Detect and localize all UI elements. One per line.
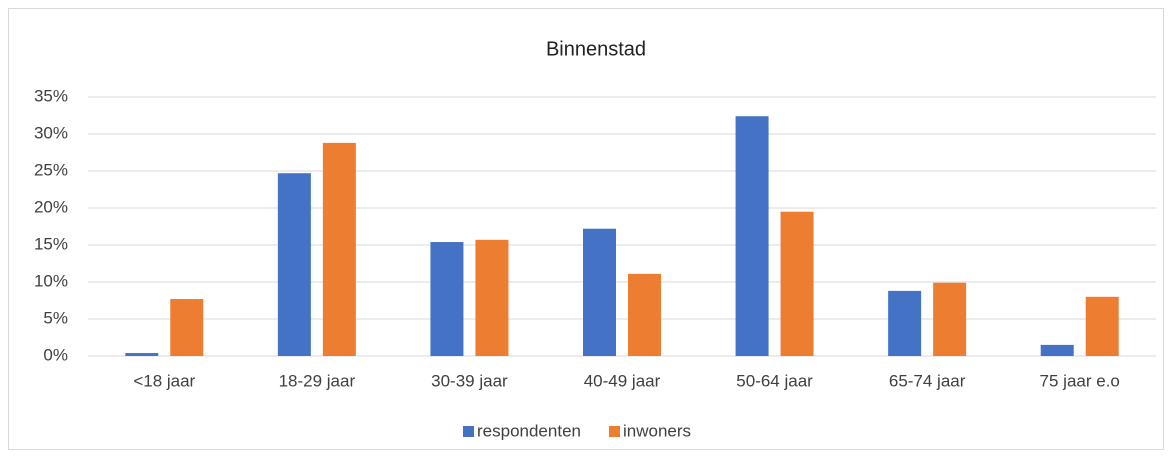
bar (170, 299, 204, 356)
bar (888, 290, 922, 356)
bar (1040, 344, 1074, 356)
x-tick-label: <18 jaar (133, 371, 195, 390)
bar (780, 211, 814, 356)
x-tick-label: 30-39 jaar (431, 371, 508, 390)
legend-label: inwoners (623, 421, 691, 440)
y-tick-label: 0% (43, 345, 68, 364)
x-tick-label: 50-64 jaar (736, 371, 813, 390)
chart-title: Binnenstad (546, 38, 646, 60)
x-tick-label: 65-74 jaar (889, 371, 966, 390)
y-tick-label: 25% (34, 160, 68, 179)
bar (583, 228, 616, 356)
y-tick-label: 15% (34, 234, 68, 253)
y-tick-label: 30% (34, 123, 68, 142)
bar (628, 273, 661, 356)
y-tick-label: 35% (34, 86, 68, 105)
bar (1085, 296, 1119, 356)
x-tick-label: 18-29 jaar (279, 371, 356, 390)
bar (277, 173, 311, 356)
x-tick-label: 40-49 jaar (584, 371, 661, 390)
y-tick-label: 20% (34, 197, 68, 216)
bar (322, 142, 356, 356)
x-tick-label: 75 jaar e.o (1040, 371, 1120, 390)
y-tick-label: 10% (34, 271, 68, 290)
legend-swatch (609, 426, 620, 437)
bar (430, 242, 464, 356)
bar (475, 239, 509, 356)
y-tick-label: 5% (43, 308, 68, 327)
bar (933, 282, 967, 356)
legend-swatch (463, 426, 474, 437)
bar (735, 116, 769, 357)
bar (125, 353, 159, 356)
legend-label: respondenten (477, 421, 581, 440)
